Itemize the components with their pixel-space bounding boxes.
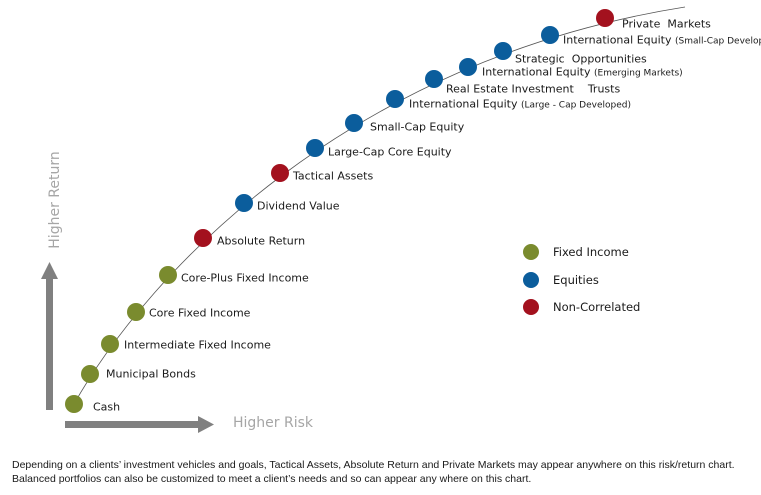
asset-label-text: Strategic Opportunities (515, 52, 647, 66)
y-axis-arrow (41, 262, 58, 410)
asset-label: Intermediate Fixed Income (124, 339, 271, 352)
asset-point-equities (306, 139, 324, 157)
asset-label: International Equity (Large - Cap Develo… (409, 98, 631, 113)
asset-point-fixed-income (81, 365, 99, 383)
asset-label-text: International Equity (409, 97, 518, 111)
legend-label: Equities (553, 273, 599, 287)
asset-label-text: Intermediate Fixed Income (124, 338, 271, 352)
asset-point-equities (386, 90, 404, 108)
legend-item-fixed-income: Fixed Income (523, 244, 629, 260)
footnote-line: Balanced portfolios can also be customiz… (12, 473, 532, 485)
asset-label-subtext: (Small-Cap Developed) (675, 36, 761, 47)
asset-label-text: Private Markets (622, 17, 711, 31)
asset-label-text: Real Estate Investment Trusts (446, 82, 621, 96)
asset-label: Absolute Return (217, 235, 305, 248)
asset-label: Municipal Bonds (106, 368, 196, 381)
asset-label-subtext: (Emerging Markets) (594, 68, 683, 79)
asset-point-equities (494, 42, 512, 60)
asset-label: Core Fixed Income (149, 307, 250, 320)
x-axis-label: Higher Risk (233, 415, 314, 431)
asset-point-equities (459, 58, 477, 76)
asset-label: Real Estate Investment Trusts (446, 83, 620, 96)
asset-point-equities (345, 114, 363, 132)
asset-label-text: Small-Cap Equity (370, 120, 465, 134)
asset-label: Cash (93, 401, 120, 414)
fixed-income-swatch (523, 244, 539, 260)
footnote: Depending on a clients’ investment vehic… (12, 458, 757, 486)
asset-label: Large-Cap Core Equity (328, 146, 452, 159)
asset-point-non-correlated (271, 164, 289, 182)
asset-point-equities (235, 194, 253, 212)
asset-point-non-correlated (596, 9, 614, 27)
asset-point-equities (425, 70, 443, 88)
asset-label-text: Core-Plus Fixed Income (181, 271, 309, 285)
asset-label: Dividend Value (257, 200, 340, 213)
asset-label-text: International Equity (482, 65, 591, 79)
asset-label: International Equity (Small-Cap Develope… (563, 34, 761, 49)
asset-label-text: Dividend Value (257, 199, 340, 213)
asset-label: Strategic Opportunities (515, 53, 647, 66)
asset-point-equities (541, 26, 559, 44)
asset-point-fixed-income (65, 395, 83, 413)
asset-label-text: International Equity (563, 33, 672, 47)
footnote-line: Depending on a clients’ investment vehic… (12, 459, 735, 471)
asset-label-text: Core Fixed Income (149, 306, 251, 320)
asset-label-text: Municipal Bonds (106, 367, 196, 381)
asset-label-text: Large-Cap Core Equity (328, 145, 452, 159)
asset-point-fixed-income (127, 303, 145, 321)
x-axis-arrow (65, 416, 214, 433)
legend-label: Fixed Income (553, 245, 629, 259)
legend-label: Non-Correlated (553, 300, 641, 314)
legend-item-non-correlated: Non-Correlated (523, 299, 640, 315)
y-axis-label: Higher Return (47, 151, 63, 249)
asset-label: Tactical Assets (293, 170, 373, 183)
non-correlated-swatch (523, 299, 539, 315)
points-layer (65, 9, 614, 413)
asset-label-subtext: (Large - Cap Developed) (521, 100, 631, 111)
legend-item-equities: Equities (523, 272, 599, 288)
asset-label-text: Absolute Return (217, 234, 306, 248)
asset-label: Core-Plus Fixed Income (181, 272, 309, 285)
asset-label-text: Cash (93, 400, 121, 414)
asset-label: Private Markets (622, 18, 711, 31)
asset-label-text: Tactical Assets (293, 169, 374, 183)
asset-label: Small-Cap Equity (370, 121, 464, 134)
asset-point-non-correlated (194, 229, 212, 247)
asset-point-fixed-income (159, 266, 177, 284)
asset-point-fixed-income (101, 335, 119, 353)
asset-label: International Equity (Emerging Markets) (482, 66, 683, 81)
equities-swatch (523, 272, 539, 288)
